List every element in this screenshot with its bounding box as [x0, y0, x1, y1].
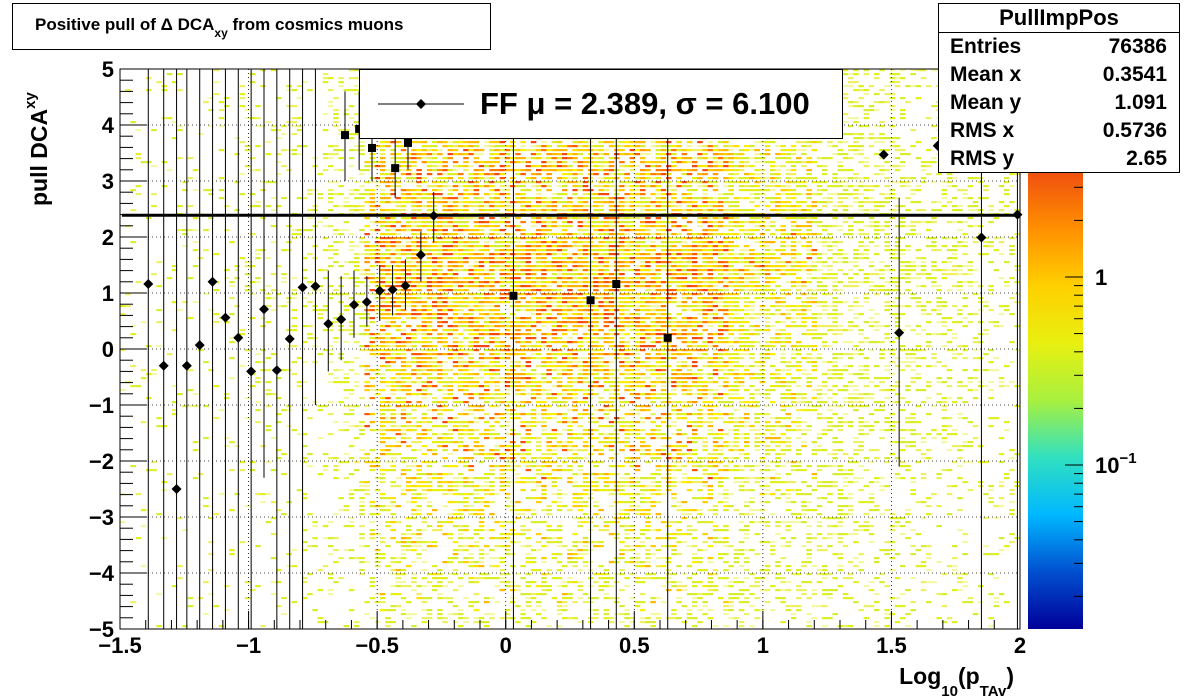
x-tick-label: −1.5 [98, 633, 141, 658]
stats-row-mean-x: Mean x 0.3541 [950, 63, 1167, 86]
legend-label: FF μ = 2.389, σ = 6.100 [480, 86, 810, 121]
chart-title: Positive pull of Δ DCAxy from cosmics mu… [35, 15, 404, 40]
y-axis-title: pull DCAxy [22, 92, 52, 206]
diamond-marker [143, 279, 154, 290]
y-tick-label: −1 [89, 393, 114, 418]
heatmap-cells [120, 69, 1020, 628]
y-tick-label: −4 [89, 561, 115, 586]
diamond-marker [233, 332, 244, 343]
stats-row-entries: Entries 76386 [950, 35, 1167, 58]
x-tick-label: 1.5 [876, 633, 907, 658]
diamond-marker [894, 327, 905, 338]
y-tick-label: 3 [102, 169, 114, 194]
color-scale-label: 1 [1095, 265, 1107, 290]
square-marker [341, 131, 349, 140]
stats-row-rms-y: RMS y 2.65 [950, 147, 1167, 170]
diamond-marker [158, 360, 169, 371]
diamond-marker [415, 249, 426, 260]
axes: −1.5 −1 −0.5 0 0.5 1 1.5 2 −5 −4 −3 −2 −1 0 1 2 3 4 5 [89, 57, 1026, 658]
x-tick-label: 2 [1014, 633, 1026, 658]
diamond-marker [207, 276, 218, 287]
x-tick-label: 0.5 [619, 633, 650, 658]
square-marker [612, 280, 621, 289]
diamond-marker [349, 299, 359, 310]
y-tick-label: 2 [102, 225, 114, 250]
y-tick-label: 5 [102, 57, 114, 82]
color-scale-bar [1028, 172, 1083, 629]
diamond-marker [310, 281, 321, 292]
diamond-marker [336, 314, 347, 325]
stats-row-mean-y: Mean y 1.091 [950, 91, 1167, 114]
x-tick-label: 1 [757, 633, 769, 658]
stats-box: PullImpPos Entries 76386 Mean x 0.3541 Mea… [938, 3, 1180, 173]
diamond-marker [387, 284, 398, 295]
diamond-marker [181, 360, 192, 371]
y-tick-label: −2 [89, 449, 114, 474]
square-marker [391, 164, 400, 173]
diamond-marker [259, 304, 269, 315]
diamond-marker [194, 340, 205, 351]
diamond-marker [271, 365, 282, 376]
legend-marker [378, 99, 464, 109]
square-marker [586, 296, 595, 305]
stats-row-rms-x: RMS x 0.5736 [950, 119, 1167, 142]
diamond-marker [171, 484, 182, 494]
diamond-marker [878, 149, 889, 160]
x-tick-label: −0.5 [355, 633, 398, 658]
grid-lines [120, 69, 1020, 629]
stats-title: PullImpPos [939, 4, 1179, 33]
title-box: Positive pull of Δ DCAxy from cosmics mu… [12, 3, 491, 50]
x-tick-label: −1 [236, 633, 261, 658]
diamond-marker [400, 280, 411, 291]
diamond-marker [374, 285, 385, 296]
y-tick-label: 4 [102, 113, 115, 138]
square-marker [404, 138, 412, 147]
diamond-marker [220, 312, 231, 323]
diamond-marker [1012, 209, 1023, 220]
diamond-marker [361, 296, 372, 307]
diamond-marker [976, 232, 987, 243]
y-tick-label: 0 [102, 337, 114, 362]
diamond-marker [284, 333, 295, 344]
diamond-marker [297, 282, 308, 293]
diamond-marker [323, 318, 334, 329]
color-scale-label: 10−1 [1095, 450, 1137, 478]
square-marker [509, 291, 518, 300]
profile-markers [143, 97, 1023, 494]
x-tick-label: 0 [500, 633, 512, 658]
x-axis-title: Log10(pTAv) [899, 663, 1014, 698]
legend-box: FF μ = 2.389, σ = 6.100 [359, 69, 843, 139]
y-tick-label: −3 [89, 505, 114, 530]
color-scale: 1 10−1 [1028, 172, 1137, 629]
diamond-marker [246, 366, 257, 377]
y-tick-label: 1 [102, 281, 114, 306]
square-marker [368, 143, 376, 152]
y-tick-label: −5 [89, 617, 114, 642]
diamond-marker [428, 210, 439, 221]
square-marker [663, 333, 672, 342]
